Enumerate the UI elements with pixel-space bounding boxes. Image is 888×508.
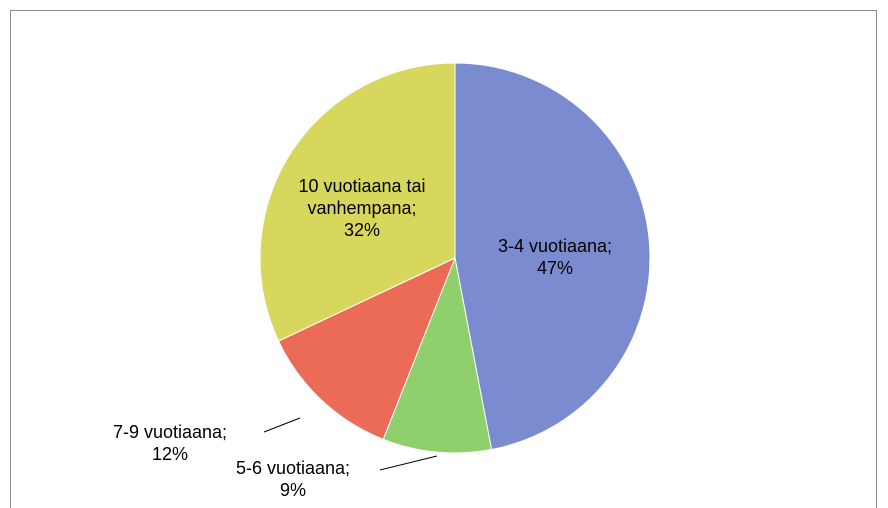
data-label: 5-6 vuotiaana; 9% [236, 458, 350, 500]
pie-slice [382, 256, 493, 454]
pie-slice [454, 62, 651, 451]
leader-line [263, 417, 301, 433]
pie-slice [259, 62, 456, 342]
leader-line [379, 455, 438, 471]
pie-slice [277, 257, 456, 440]
data-label: 10 vuotiaana tai vanhempana; 32% [298, 176, 425, 240]
data-label: 7-9 vuotiaana; 12% [113, 422, 227, 464]
data-label: 3-4 vuotiaana; 47% [498, 236, 612, 278]
